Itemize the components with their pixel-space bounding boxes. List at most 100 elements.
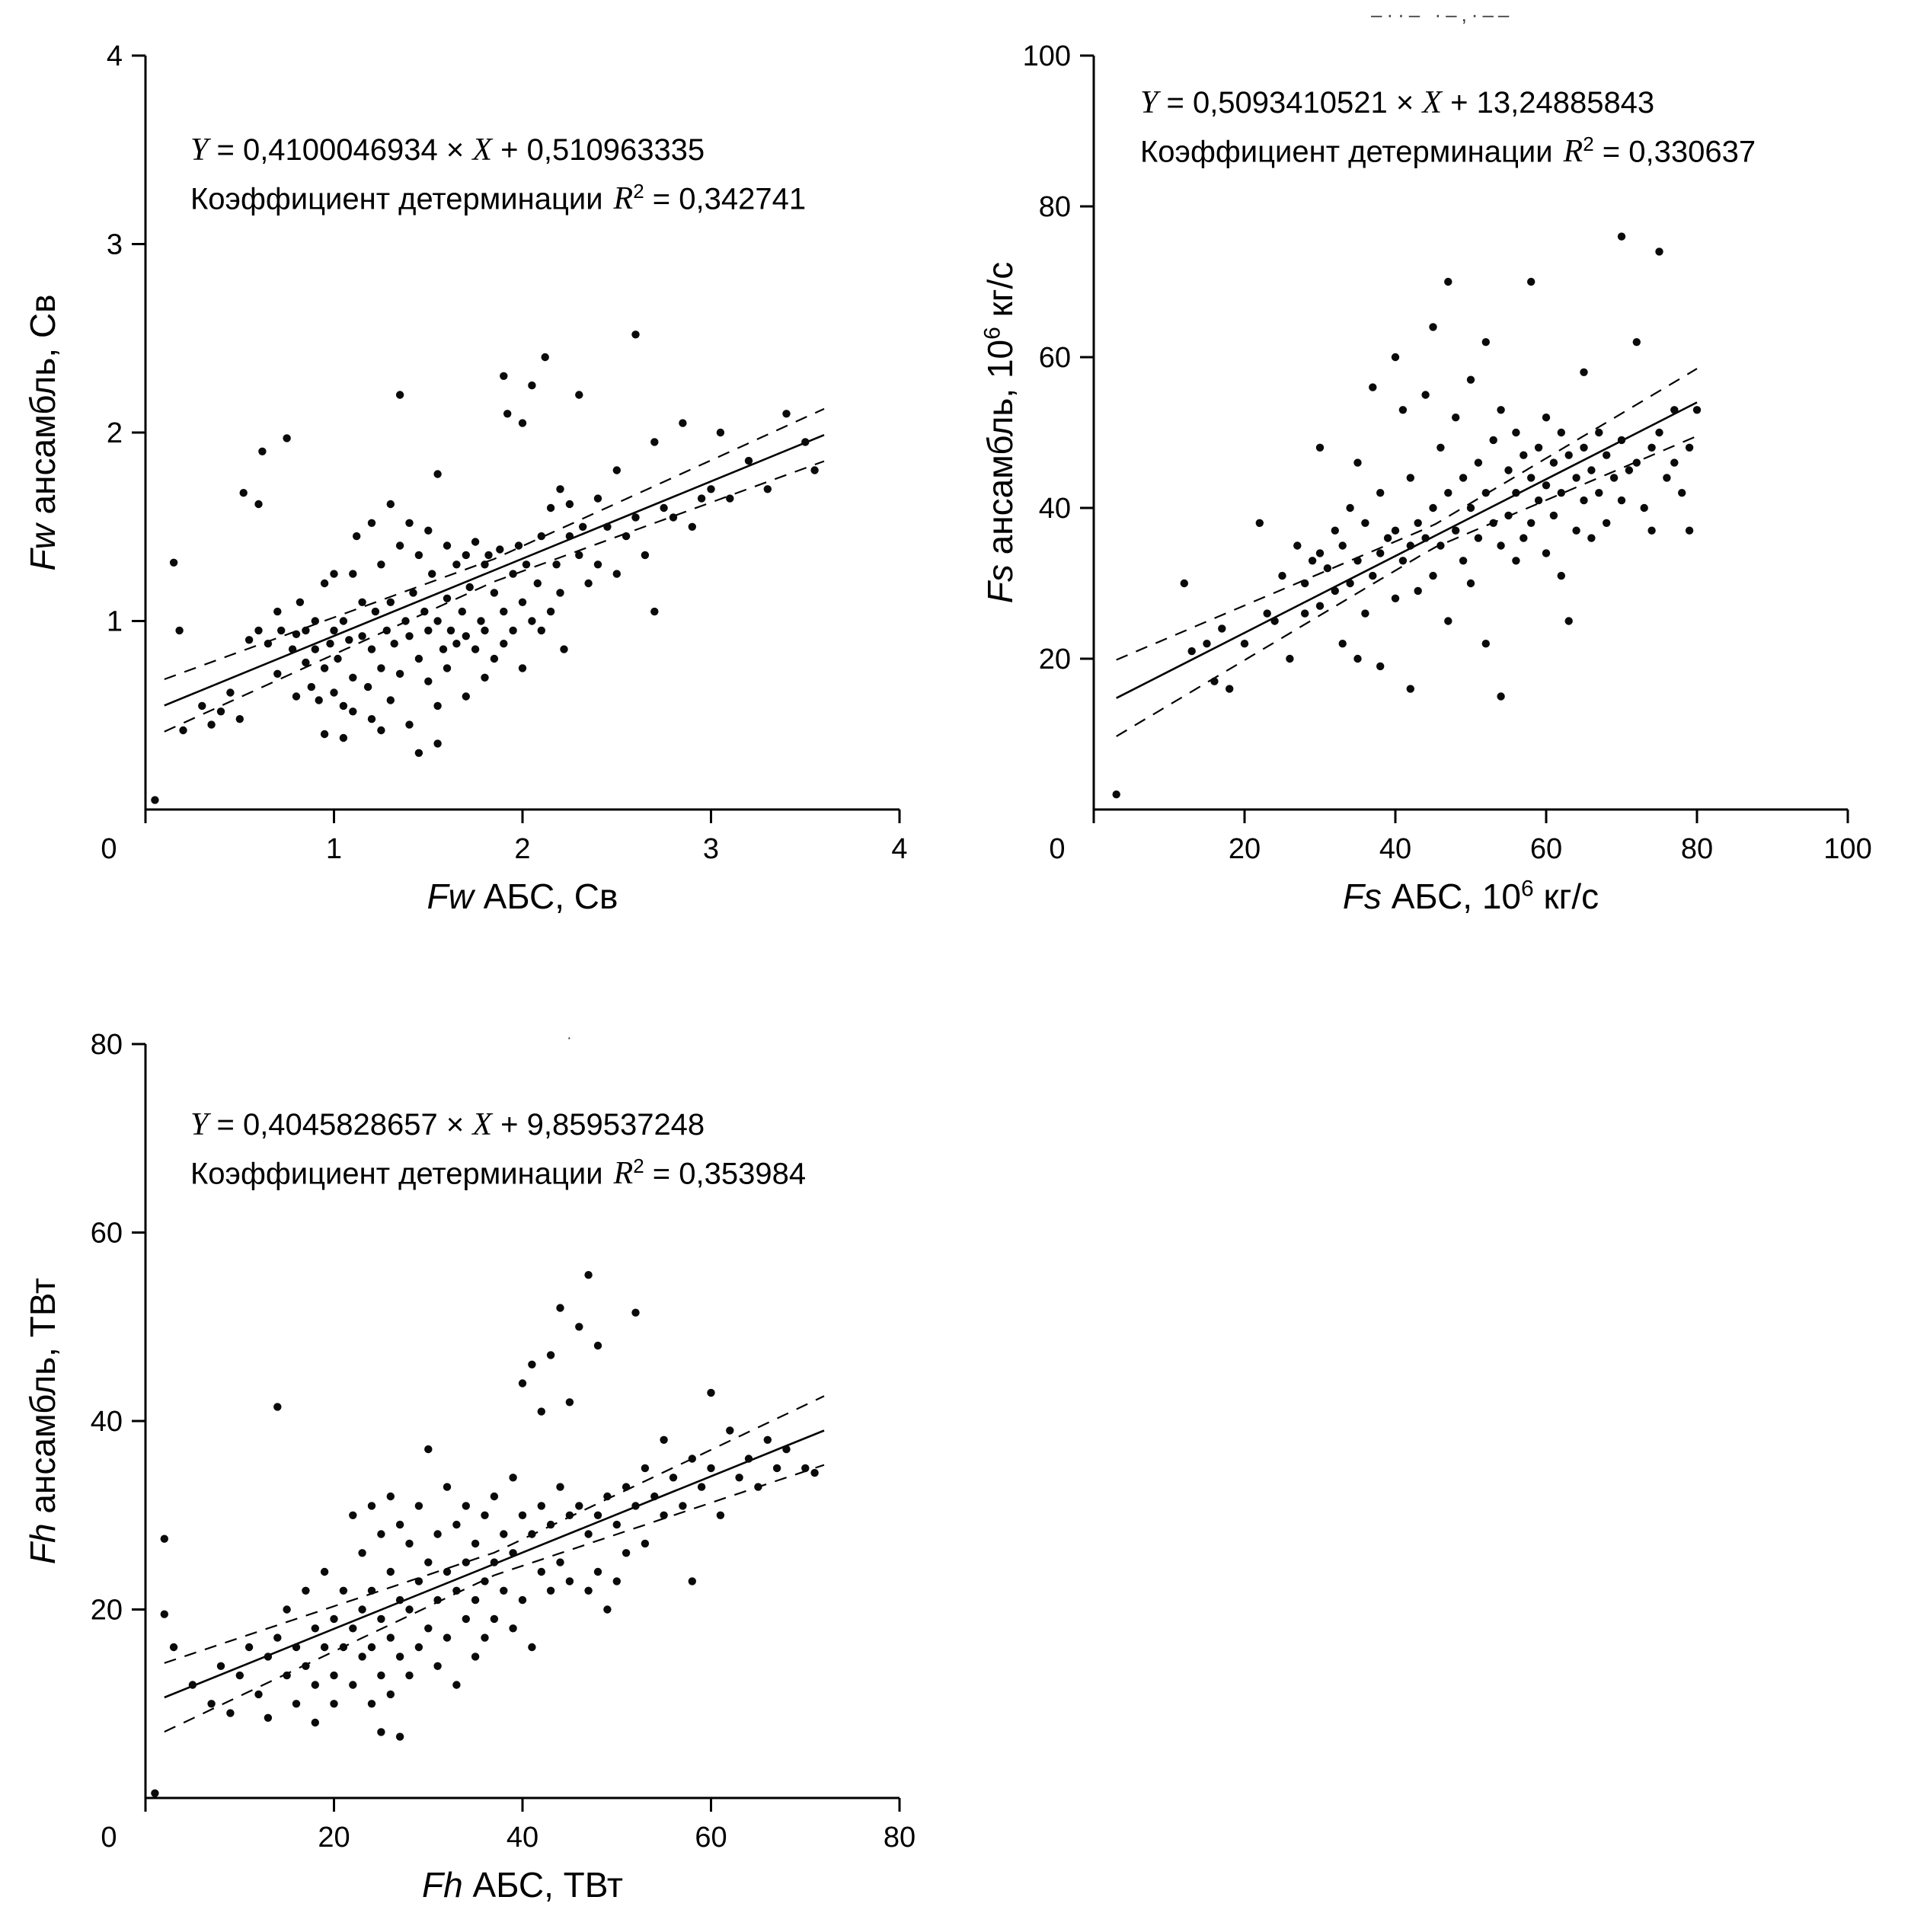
fh-plot-canvas: 0 20 40 60 80 20 40 60 80 <box>91 1029 916 1854</box>
scan-artifact-text: –··– ·–,·–– <box>1371 3 1514 26</box>
y-var-name: Fh <box>23 1523 62 1565</box>
confidence-band-lower <box>164 1464 825 1733</box>
x-axis-label: Fh АБС, ТВт <box>422 1864 623 1905</box>
y-label-text: ансамбль, ТВт <box>23 1277 62 1524</box>
r-sup: 2 <box>633 180 644 203</box>
r-sup: 2 <box>633 1154 644 1177</box>
y-tick-label: 100 <box>1023 40 1071 72</box>
scatter-points <box>151 1271 819 1797</box>
eq-x-var: X <box>1422 85 1443 120</box>
x-tick-label: 20 <box>1229 833 1261 865</box>
regression-line <box>164 433 825 707</box>
eq-x-var: X <box>472 133 493 168</box>
x-tick-label: 40 <box>1379 833 1411 865</box>
y-tick-label: 60 <box>1039 342 1071 374</box>
scatter-chart-fs: 0 20 40 60 80 100 20 40 60 80 100 Y = 0,5093410521… <box>964 0 1927 988</box>
confidence-band-upper <box>164 1395 825 1664</box>
r-var: R <box>613 1156 634 1192</box>
y-label-tail: кг/с <box>980 261 1020 327</box>
x-tick-label: 0 <box>1049 833 1065 865</box>
x-tick-label: 0 <box>101 833 117 865</box>
y-tick-label: 40 <box>91 1406 123 1438</box>
y-tick-label: 3 <box>107 229 123 261</box>
x-axis-ticks: 0 20 40 60 80 100 <box>1049 810 1872 865</box>
y-axis-label: Fh ансамбль, ТВт <box>22 1278 63 1564</box>
determination-line: Коэффициент детерминации R2 = 0,330637 <box>1140 123 1756 172</box>
x-tick-label: 1 <box>326 833 342 865</box>
x-axis-label: Fs АБС, 106 кг/с <box>1343 876 1599 917</box>
x-label-text: АБС, 10 <box>1381 877 1522 916</box>
confidence-band-upper <box>1116 368 1698 661</box>
scatter-chart-fw: 0 1 2 3 4 1 2 3 4 Y = 0,4100046934 × X + 0,51096… <box>0 0 964 988</box>
y-label-sup: 6 <box>979 327 1005 340</box>
regression-equation: Y = 0,4100046934 × X + 0,510963335 <box>190 129 806 171</box>
y-tick-label: 40 <box>1039 493 1071 525</box>
x-tick-label: 0 <box>101 1822 117 1854</box>
eq-mid: = 0,4045828657 × <box>208 1108 473 1142</box>
regression-equation: Y = 0,5093410521 × X + 13,24885843 <box>1140 82 1756 123</box>
scan-artifact-text: · <box>567 1030 577 1046</box>
x-label-tail: кг/с <box>1533 877 1599 916</box>
x-var-name: Fs <box>1342 877 1382 916</box>
x-label-text: АБС, Св <box>473 877 618 916</box>
eq-tail: + 13,24885843 <box>1442 86 1655 120</box>
eq-y-var: Y <box>190 133 209 168</box>
fw-annotation: Y = 0,4100046934 × X + 0,510963335 Коэфф… <box>190 129 806 219</box>
det-label: Коэффициент детерминации <box>1140 135 1553 169</box>
y-tick-label: 80 <box>1039 191 1071 223</box>
regression-equation: Y = 0,4045828657 × X + 9,859537248 <box>190 1104 806 1145</box>
fs-plot-canvas: 0 20 40 60 80 100 20 40 60 80 100 <box>1023 40 1872 865</box>
r-var: R <box>613 181 634 217</box>
determination-line: Коэффициент детерминации R2 = 0,342741 <box>190 171 806 219</box>
x-tick-label: 60 <box>695 1822 727 1854</box>
x-axis-ticks: 0 1 2 3 4 <box>101 810 908 865</box>
y-axis-label: Fs ансамбль, 106 кг/с <box>979 262 1021 604</box>
x-tick-label: 2 <box>514 833 530 865</box>
eq-y-var: Y <box>190 1107 209 1142</box>
x-tick-label: 100 <box>1823 833 1871 865</box>
x-tick-label: 4 <box>891 833 907 865</box>
scan-artifact-dot: · <box>567 1030 577 1047</box>
det-value: = 0,330637 <box>1593 135 1756 169</box>
x-axis-label: Fw АБС, Св <box>427 876 618 917</box>
r-var: R <box>1563 134 1583 170</box>
y-var-name: Fs <box>980 564 1020 604</box>
fw-plot-canvas: 0 1 2 3 4 1 2 3 4 <box>101 40 908 865</box>
scatter-chart-fh: 0 20 40 60 80 20 40 60 80 Y = 0,4045828657 × X +… <box>0 988 964 1932</box>
fh-annotation: Y = 0,4045828657 × X + 9,859537248 Коэфф… <box>190 1104 806 1194</box>
eq-x-var: X <box>472 1107 493 1142</box>
scatter-points <box>151 331 819 804</box>
y-tick-label: 60 <box>91 1218 123 1250</box>
r-sup: 2 <box>1583 133 1594 155</box>
det-label: Коэффициент детерминации <box>190 1157 603 1191</box>
det-value: = 0,353984 <box>644 1157 807 1191</box>
y-tick-label: 1 <box>107 606 123 638</box>
confidence-band-upper <box>164 407 825 681</box>
x-var-name: Fw <box>427 877 474 916</box>
x-tick-label: 80 <box>884 1822 916 1854</box>
eq-tail: + 9,859537248 <box>492 1108 705 1142</box>
eq-y-var: Y <box>1140 85 1158 120</box>
scan-artifact: –··– ·–,·–– <box>1371 3 1513 27</box>
y-axis-ticks: 20 40 60 80 100 <box>1023 40 1094 675</box>
determination-line: Коэффициент детерминации R2 = 0,353984 <box>190 1145 806 1194</box>
confidence-band-lower <box>1116 435 1698 737</box>
x-tick-label: 60 <box>1530 833 1562 865</box>
x-tick-label: 3 <box>703 833 719 865</box>
y-tick-label: 80 <box>91 1029 123 1061</box>
y-var-name: Fw <box>23 524 62 571</box>
y-axis-ticks: 20 40 60 80 <box>91 1029 145 1627</box>
eq-tail: + 0,510963335 <box>492 133 705 167</box>
y-axis-ticks: 1 2 3 4 <box>107 40 145 638</box>
scatter-points <box>1112 232 1702 799</box>
y-tick-label: 20 <box>1039 643 1071 675</box>
x-label-sup: 6 <box>1521 876 1534 902</box>
y-tick-label: 2 <box>107 417 123 449</box>
x-axis-ticks: 0 20 40 60 80 <box>101 1798 916 1854</box>
y-tick-label: 4 <box>107 40 123 72</box>
regression-line <box>1116 401 1698 699</box>
x-tick-label: 80 <box>1681 833 1713 865</box>
eq-mid: = 0,4100046934 × <box>208 133 473 167</box>
x-tick-label: 40 <box>507 1822 538 1854</box>
